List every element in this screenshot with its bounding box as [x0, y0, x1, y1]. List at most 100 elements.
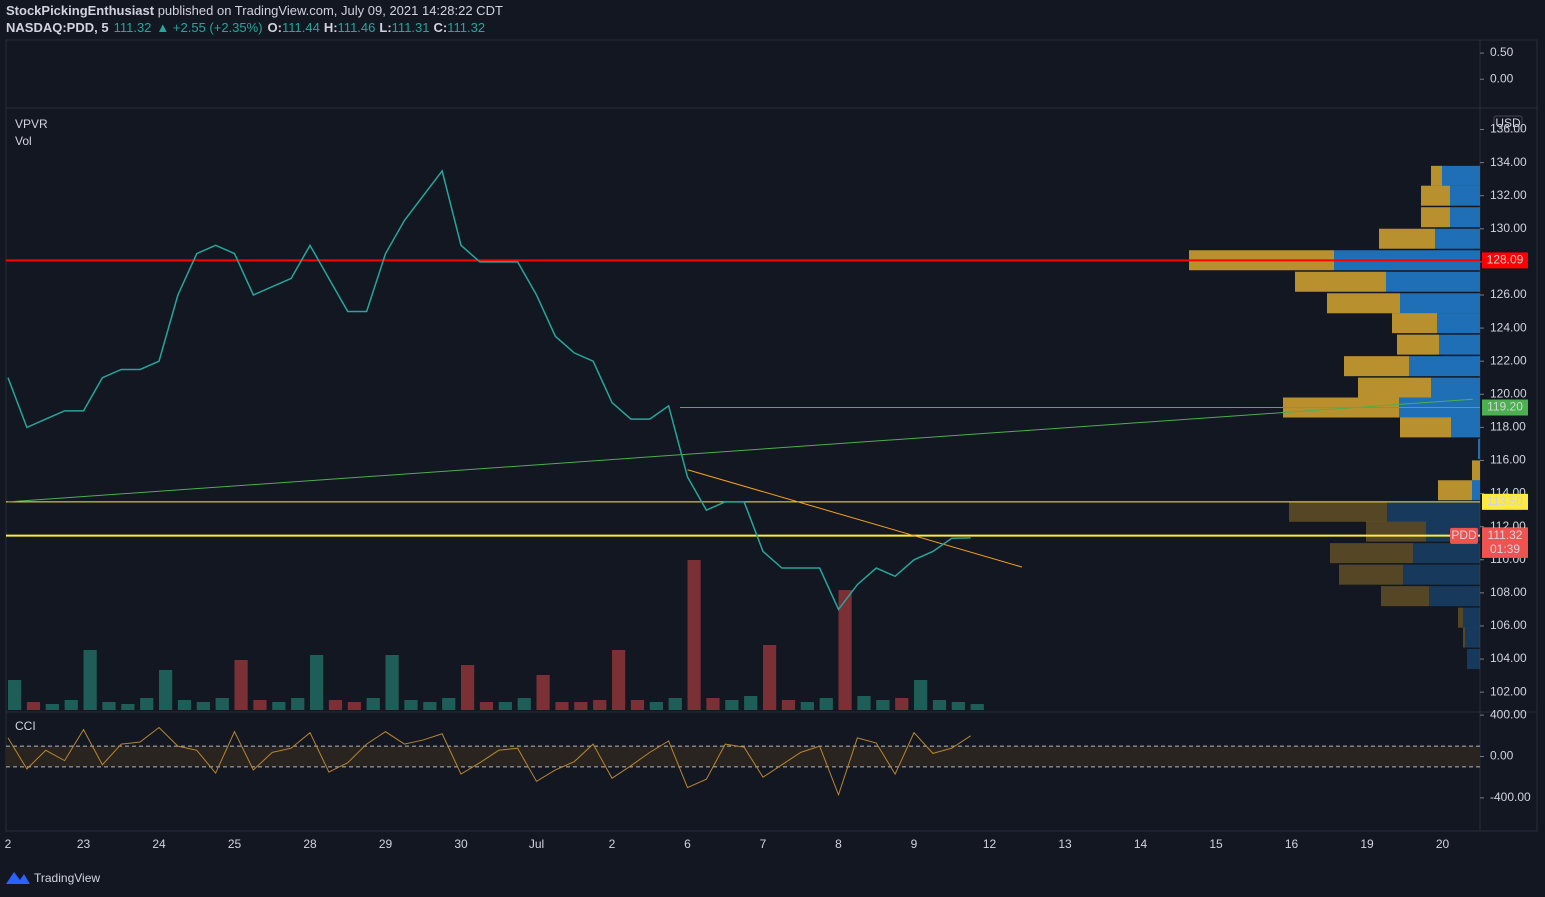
profile-down: [1472, 480, 1480, 501]
volume-bar: [234, 660, 248, 710]
symbol-tag: [1450, 527, 1478, 544]
volume-bar: [461, 665, 475, 710]
volume-bar: [404, 700, 418, 710]
volume-bar: [630, 700, 645, 710]
profile-up: [1358, 377, 1431, 398]
volume-bar: [574, 702, 588, 710]
current-label: 111.32: [1488, 528, 1523, 542]
change: ▲ +2.55 (+2.35%): [156, 20, 262, 35]
cci-band: [6, 746, 1480, 767]
volume-bar: [612, 650, 626, 710]
volume-bar: [140, 698, 154, 710]
profile-down: [1450, 207, 1480, 228]
level-tag: [1482, 399, 1528, 416]
volume-bar: [83, 650, 97, 710]
volume-bar: [800, 702, 814, 710]
x-tick-label: 13: [1058, 837, 1072, 851]
y-tick-label: 0.00: [1490, 749, 1514, 763]
x-tick-label: 7: [760, 837, 767, 851]
profile-down: [1467, 649, 1480, 670]
profile-down: [1435, 228, 1480, 249]
profile-down: [1450, 185, 1480, 206]
price-line: [7, 169, 971, 611]
volume-bar: [914, 680, 928, 710]
x-tick-label: 9: [911, 837, 918, 851]
volume-bar: [517, 698, 531, 710]
h: 111.46: [338, 20, 376, 35]
y-tick-label: 132.00: [1490, 188, 1527, 202]
volume-bar: [215, 698, 229, 710]
x-tick-label: 20: [1436, 837, 1450, 851]
profile-up: [1472, 460, 1480, 481]
last: 111.32: [114, 20, 152, 35]
volume-bar: [442, 698, 456, 710]
x-tick-label: 2: [609, 837, 616, 851]
volume-bar: [196, 702, 210, 710]
x-tick-label: 19: [1360, 837, 1374, 851]
y-tick-label: 130.00: [1490, 221, 1527, 235]
y-tick-label: 118.00: [1490, 420, 1526, 434]
profile-up: [1400, 417, 1451, 438]
c: 111.32: [447, 20, 485, 35]
y-tick-label: 124.00: [1490, 320, 1527, 334]
l-label: L:: [379, 20, 391, 35]
currency-box[interactable]: [1493, 115, 1523, 133]
vpvr-label: VPVR: [15, 117, 48, 131]
volume-bar: [593, 700, 607, 710]
profile-down: [1431, 377, 1480, 398]
volume-bar: [687, 560, 701, 710]
profile-up: [1392, 313, 1437, 334]
y-tick-label: 400.00: [1490, 707, 1527, 721]
volume-bar: [328, 700, 343, 710]
volume-bar: [649, 702, 663, 710]
volume-bar: [26, 702, 41, 710]
vol-label: Vol: [15, 134, 32, 148]
profile-up: [1366, 521, 1426, 542]
y-tick-label: 104.00: [1490, 651, 1527, 665]
x-tick-label: 16: [1285, 837, 1299, 851]
volume-bar: [876, 700, 890, 710]
cci-label: CCI: [15, 719, 36, 733]
volume-bar: [423, 702, 437, 710]
volume-bar: [102, 702, 116, 710]
frame: [5, 39, 1538, 832]
c-label: C:: [434, 20, 448, 35]
profile-down: [1465, 627, 1480, 648]
x-tick-label: Jul: [529, 837, 544, 851]
x-tick-label: 25: [228, 837, 242, 851]
volume-bar: [555, 702, 569, 710]
volume-bar: [479, 702, 494, 710]
volume-bar: [45, 704, 59, 710]
o-label: O:: [268, 20, 282, 35]
x-tick-label: 6: [684, 837, 691, 851]
profile-up: [1431, 165, 1442, 186]
y-tick-label: -400.00: [1490, 790, 1531, 804]
currency: USD: [1495, 116, 1521, 130]
current-tag: [1482, 527, 1528, 558]
volume-bar: [8, 680, 22, 710]
level-tag: [1482, 493, 1528, 510]
footer: TradingView: [34, 871, 100, 885]
x-tick-label: 30: [454, 837, 468, 851]
profile-up: [1339, 564, 1403, 585]
profile-up: [1463, 627, 1465, 648]
volume-bar: [366, 698, 380, 710]
volume-bar: [498, 702, 512, 710]
x-tick-label: 12: [983, 837, 997, 851]
y-tick-label: 108.00: [1490, 585, 1527, 599]
x-tick-label: 2: [5, 837, 12, 851]
volume-bar: [819, 698, 833, 710]
profile-down: [1386, 271, 1480, 292]
profile-up: [1289, 501, 1387, 522]
profile-up: [1295, 271, 1386, 292]
volume-bar: [744, 696, 758, 710]
y-tick-label: 106.00: [1490, 618, 1527, 632]
profile-down: [1451, 417, 1480, 438]
profile-down: [1387, 501, 1480, 522]
y-tick-label: 0.00: [1490, 71, 1514, 85]
y-tick-label: 122.00: [1490, 353, 1527, 367]
profile-up: [1330, 543, 1413, 564]
volume-bar: [64, 700, 78, 710]
trendline: [7, 398, 1473, 503]
